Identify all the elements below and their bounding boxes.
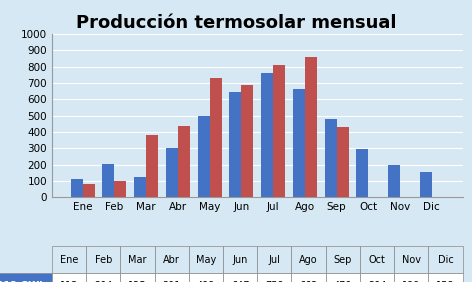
Bar [273,65,285,197]
Bar [261,73,273,197]
Bar [420,171,432,197]
Bar [134,177,146,197]
Bar [114,180,126,197]
Bar [388,165,400,197]
Bar [146,135,158,197]
Text: Producción termosolar mensual: Producción termosolar mensual [76,14,396,32]
Bar [198,116,210,197]
Bar [71,179,83,197]
Bar [166,148,178,197]
Bar [356,149,368,197]
Bar [293,89,305,197]
Bar [325,119,337,197]
Bar [337,127,349,197]
Bar [102,164,114,197]
Bar [210,78,222,197]
Bar [241,85,253,197]
Bar [305,57,317,197]
Bar [178,126,190,197]
Bar [83,184,95,197]
Bar [229,92,241,197]
